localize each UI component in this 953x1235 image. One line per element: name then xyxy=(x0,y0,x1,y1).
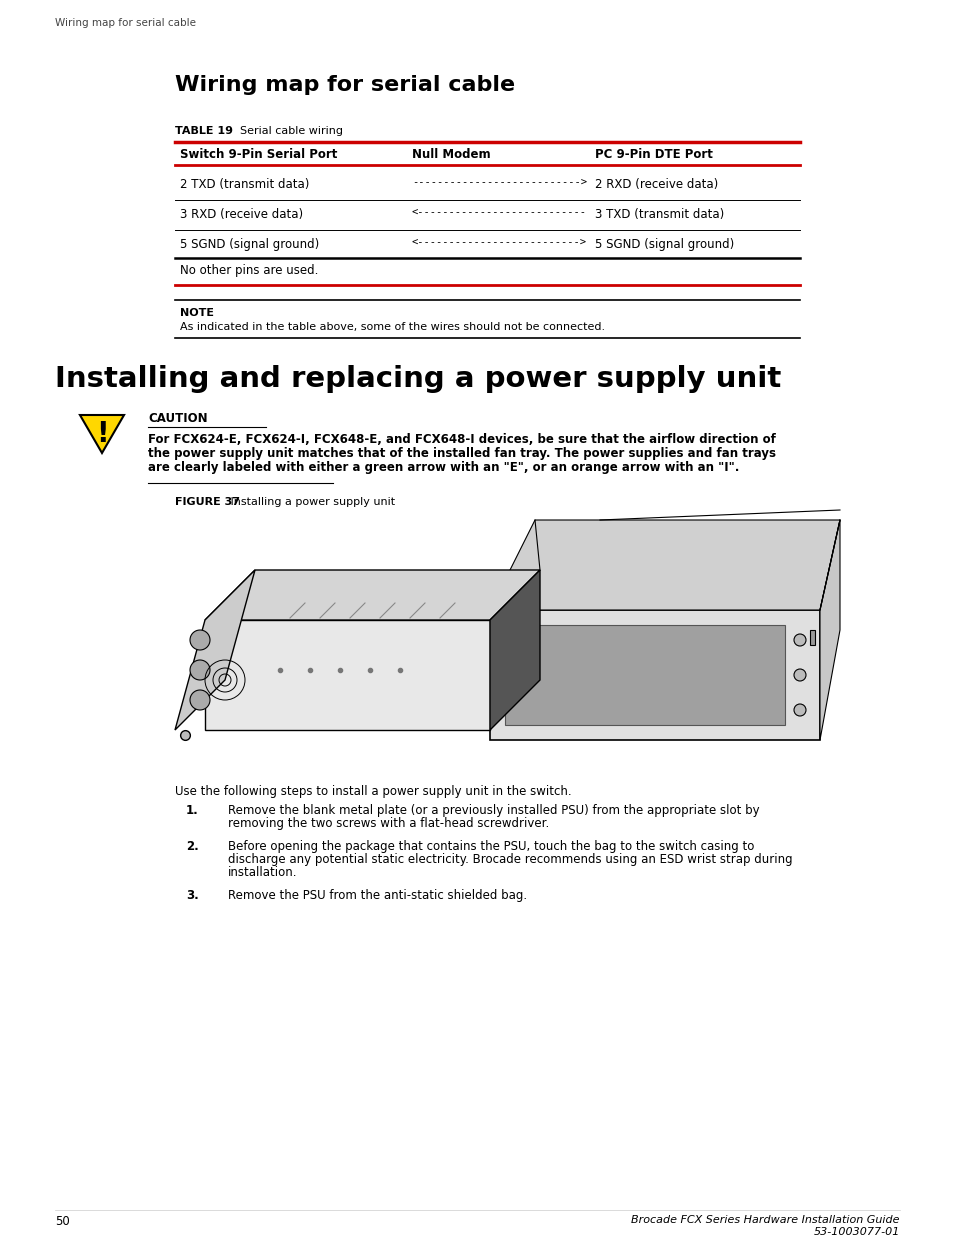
Text: 3.: 3. xyxy=(186,889,198,902)
Text: 3 TXD (transmit data): 3 TXD (transmit data) xyxy=(595,207,723,221)
Text: CAUTION: CAUTION xyxy=(148,412,208,425)
Text: are clearly labeled with either a green arrow with an "E", or an orange arrow wi: are clearly labeled with either a green … xyxy=(148,461,739,474)
Polygon shape xyxy=(80,415,124,453)
Text: Remove the blank metal plate (or a previously installed PSU) from the appropriat: Remove the blank metal plate (or a previ… xyxy=(228,804,759,818)
Circle shape xyxy=(793,704,805,716)
Text: 50: 50 xyxy=(55,1215,70,1228)
Text: Wiring map for serial cable: Wiring map for serial cable xyxy=(55,19,195,28)
Text: 2 TXD (transmit data): 2 TXD (transmit data) xyxy=(180,178,309,191)
Text: discharge any potential static electricity. Brocade recommends using an ESD wris: discharge any potential static electrici… xyxy=(228,853,792,866)
Text: Wiring map for serial cable: Wiring map for serial cable xyxy=(174,75,515,95)
Text: Switch 9-Pin Serial Port: Switch 9-Pin Serial Port xyxy=(180,148,337,161)
Text: <-------------------------->: <--------------------------> xyxy=(412,238,586,248)
Text: installation.: installation. xyxy=(228,866,297,879)
Text: NOTE: NOTE xyxy=(180,308,213,317)
Circle shape xyxy=(793,669,805,680)
Polygon shape xyxy=(490,571,539,730)
Text: 5 SGND (signal ground): 5 SGND (signal ground) xyxy=(595,238,734,251)
Text: Installing a power supply unit: Installing a power supply unit xyxy=(227,496,395,508)
Text: Null Modem: Null Modem xyxy=(412,148,490,161)
Text: TABLE 19: TABLE 19 xyxy=(174,126,233,136)
Text: removing the two screws with a flat-head screwdriver.: removing the two screws with a flat-head… xyxy=(228,818,549,830)
Text: As indicated in the table above, some of the wires should not be connected.: As indicated in the table above, some of… xyxy=(180,322,604,332)
Text: !: ! xyxy=(95,420,109,448)
Text: --------------------------->: ---------------------------> xyxy=(412,178,586,188)
Polygon shape xyxy=(205,571,539,620)
Text: Brocade FCX Series Hardware Installation Guide: Brocade FCX Series Hardware Installation… xyxy=(631,1215,899,1225)
Text: 53-1003077-01: 53-1003077-01 xyxy=(813,1228,899,1235)
Polygon shape xyxy=(205,620,490,730)
Polygon shape xyxy=(490,520,840,610)
Text: the power supply unit matches that of the installed fan tray. The power supplies: the power supply unit matches that of th… xyxy=(148,447,775,459)
FancyBboxPatch shape xyxy=(809,630,814,645)
Text: <---------------------------: <--------------------------- xyxy=(412,207,586,219)
Text: 2.: 2. xyxy=(186,840,198,853)
Text: 2 RXD (receive data): 2 RXD (receive data) xyxy=(595,178,718,191)
Text: Use the following steps to install a power supply unit in the switch.: Use the following steps to install a pow… xyxy=(174,785,571,798)
Circle shape xyxy=(190,659,210,680)
Text: PC 9-Pin DTE Port: PC 9-Pin DTE Port xyxy=(595,148,712,161)
Text: 3 RXD (receive data): 3 RXD (receive data) xyxy=(180,207,303,221)
Polygon shape xyxy=(490,610,820,740)
Text: 1.: 1. xyxy=(186,804,198,818)
Text: 5 SGND (signal ground): 5 SGND (signal ground) xyxy=(180,238,319,251)
Text: Remove the PSU from the anti-static shielded bag.: Remove the PSU from the anti-static shie… xyxy=(228,889,527,902)
Circle shape xyxy=(793,634,805,646)
Circle shape xyxy=(190,630,210,650)
Text: For FCX624-E, FCX624-I, FCX648-E, and FCX648-I devices, be sure that the airflow: For FCX624-E, FCX624-I, FCX648-E, and FC… xyxy=(148,433,775,446)
Text: FIGURE 37: FIGURE 37 xyxy=(174,496,240,508)
Polygon shape xyxy=(174,571,254,730)
Text: Installing and replacing a power supply unit: Installing and replacing a power supply … xyxy=(55,366,781,393)
Text: No other pins are used.: No other pins are used. xyxy=(180,264,318,277)
Text: Serial cable wiring: Serial cable wiring xyxy=(233,126,343,136)
Polygon shape xyxy=(820,520,840,740)
Circle shape xyxy=(190,690,210,710)
Text: Before opening the package that contains the PSU, touch the bag to the switch ca: Before opening the package that contains… xyxy=(228,840,754,853)
Polygon shape xyxy=(504,625,784,725)
